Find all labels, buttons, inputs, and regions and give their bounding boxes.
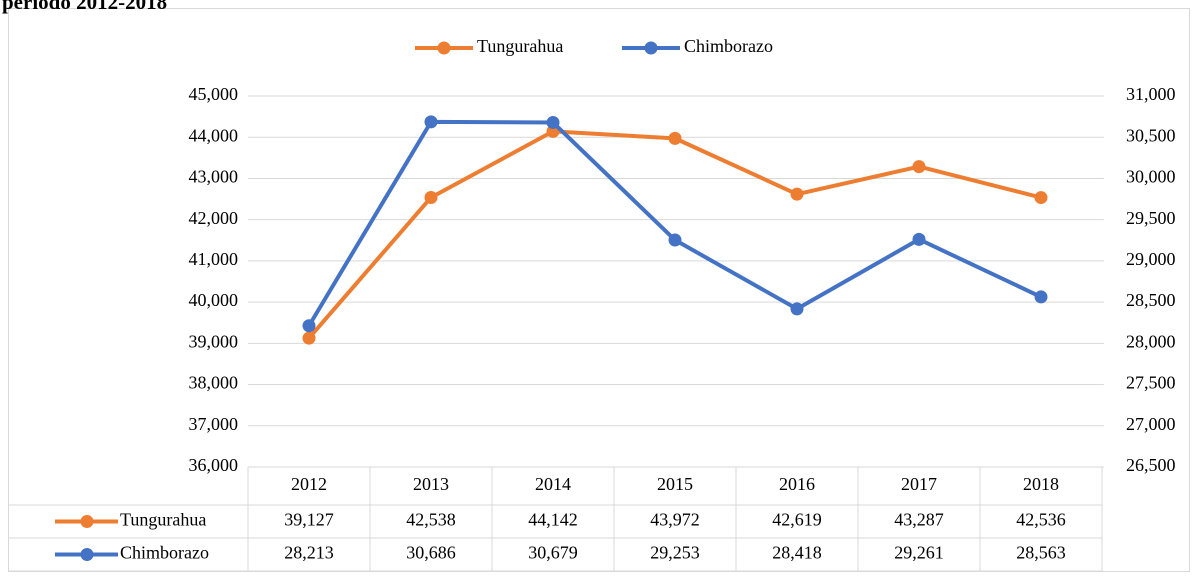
table-value: 44,142: [528, 510, 578, 530]
legend-label: Tungurahua: [477, 36, 563, 56]
table-value: 43,287: [894, 510, 944, 530]
table-value: 30,679: [528, 543, 578, 563]
y2-tick-label: 29,000: [1126, 249, 1176, 269]
table-row-label: Chimborazo: [120, 543, 209, 563]
marker: [302, 331, 316, 345]
y2-tick-label: 28,500: [1126, 290, 1176, 310]
marker: [912, 160, 926, 174]
y-tick-label: 44,000: [189, 125, 239, 145]
y-tick-label: 43,000: [189, 167, 239, 187]
y-tick-label: 36,000: [189, 455, 239, 475]
legend-marker: [437, 41, 451, 55]
legend-marker: [644, 41, 658, 55]
x-tick-label: 2014: [535, 474, 571, 494]
table-value: 29,261: [894, 543, 944, 563]
y-tick-label: 41,000: [189, 249, 239, 269]
marker: [1034, 290, 1048, 304]
chart-border: [8, 8, 1190, 572]
table-legend-marker: [80, 548, 94, 561]
table-value: 43,972: [650, 510, 700, 530]
marker: [302, 319, 316, 333]
marker: [1034, 191, 1048, 205]
marker: [912, 232, 926, 246]
chart-title: periodo 2012-2018: [2, 0, 167, 14]
x-tick-label: 2013: [413, 474, 449, 494]
y2-tick-label: 26,500: [1126, 455, 1176, 475]
marker: [790, 302, 804, 316]
y2-tick-label: 28,000: [1126, 331, 1176, 351]
table-legend-marker: [80, 515, 94, 528]
x-tick-label: 2016: [779, 474, 815, 494]
legend-label: Chimborazo: [684, 36, 773, 56]
marker: [790, 187, 804, 201]
y-tick-label: 39,000: [189, 331, 239, 351]
x-tick-label: 2018: [1023, 474, 1059, 494]
marker: [424, 190, 438, 204]
marker: [424, 115, 438, 129]
y-tick-label: 40,000: [189, 290, 239, 310]
y2-tick-label: 27,000: [1126, 414, 1176, 434]
x-tick-label: 2017: [901, 474, 937, 494]
y-tick-label: 37,000: [189, 414, 239, 434]
y2-tick-label: 31,000: [1126, 84, 1176, 104]
table-value: 42,536: [1016, 510, 1066, 530]
y-tick-label: 38,000: [189, 373, 239, 393]
x-tick-label: 2015: [657, 474, 693, 494]
marker: [668, 233, 682, 247]
table-value: 42,619: [772, 510, 822, 530]
table-value: 28,418: [772, 543, 822, 563]
y2-tick-label: 29,500: [1126, 208, 1176, 228]
table-row-label: Tungurahua: [120, 510, 206, 530]
y-tick-label: 42,000: [189, 208, 239, 228]
table-value: 30,686: [406, 543, 456, 563]
marker: [668, 131, 682, 145]
marker: [546, 115, 560, 129]
table-value: 28,563: [1016, 543, 1066, 563]
y-tick-label: 45,000: [189, 84, 239, 104]
y2-tick-label: 27,500: [1126, 373, 1176, 393]
x-tick-label: 2012: [291, 474, 327, 494]
table-value: 42,538: [406, 510, 456, 530]
table-value: 28,213: [284, 543, 334, 563]
table-value: 29,253: [650, 543, 700, 563]
table-value: 39,127: [284, 510, 334, 530]
y2-tick-label: 30,500: [1126, 125, 1176, 145]
y2-tick-label: 30,000: [1126, 167, 1176, 187]
